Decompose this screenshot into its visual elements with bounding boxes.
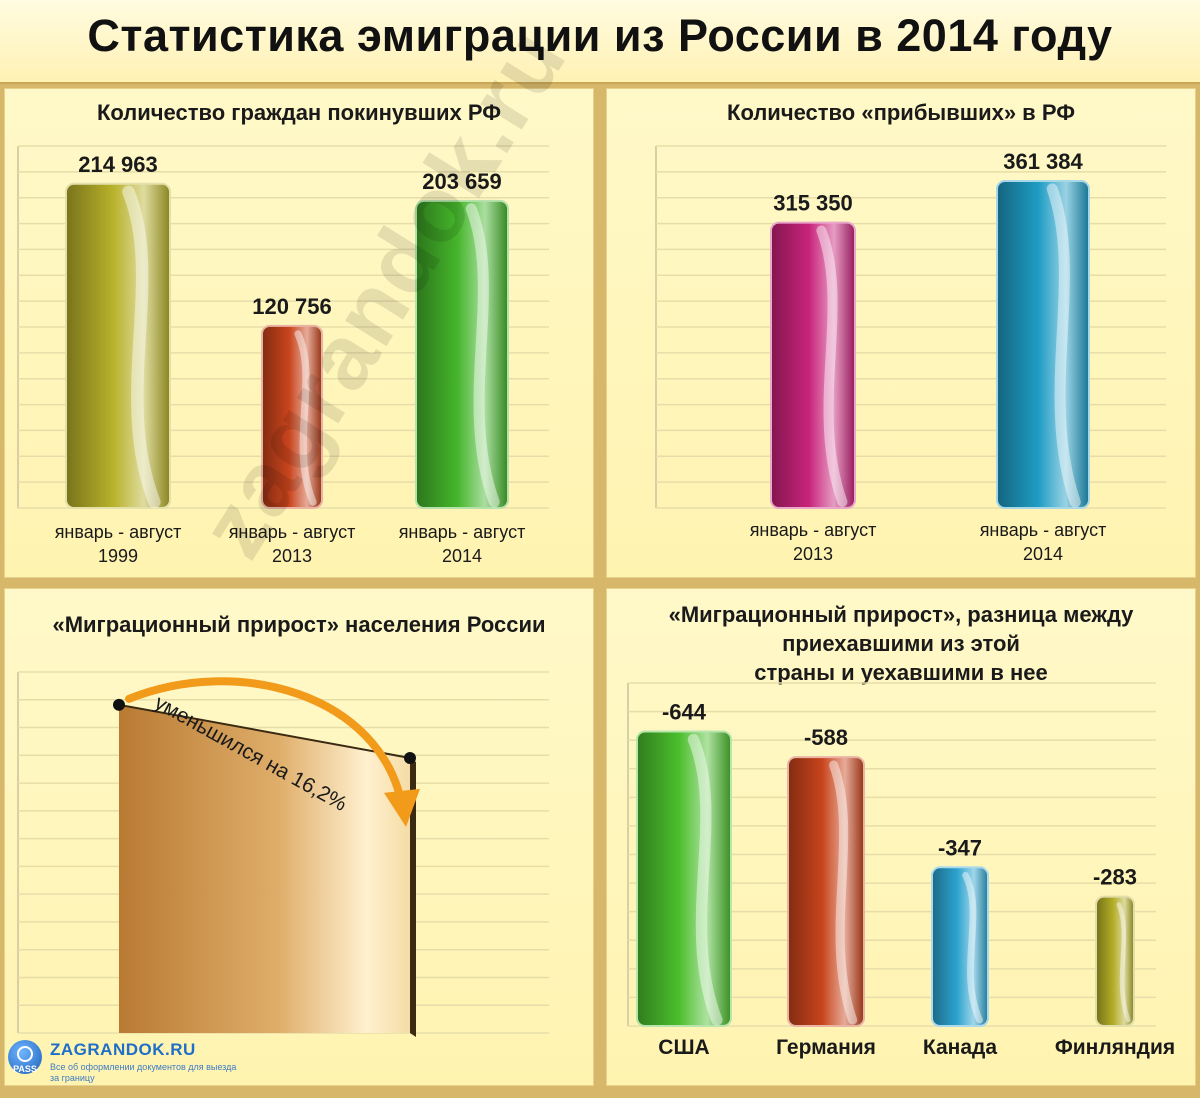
chart-country-balance-title: «Миграционный прирост», разница между пр… bbox=[606, 600, 1196, 687]
bar-highlight bbox=[687, 733, 723, 1026]
chart-emigrants: 214 963 январь - август 1999 120 756 январь … bbox=[17, 145, 549, 566]
data-label: -283 bbox=[1093, 865, 1137, 890]
category-label: 2014 bbox=[1023, 544, 1063, 564]
data-label: -347 bbox=[938, 835, 982, 860]
chart-arrivals-panel: Количество «прибывших» в РФ 315 350 январ… bbox=[606, 88, 1196, 578]
data-label: -588 bbox=[804, 725, 848, 750]
area-top-line bbox=[118, 703, 411, 759]
category-label: Канада bbox=[923, 1036, 997, 1059]
chart-country-balance: -644 США -588 Германия -347 Канада -283 Финлянд… bbox=[627, 682, 1175, 1059]
bar bbox=[261, 324, 323, 509]
category-label: 2013 bbox=[793, 544, 833, 564]
chart-country-balance-panel: «Миграционный прирост», разница между пр… bbox=[606, 588, 1196, 1086]
data-label: -644 bbox=[662, 699, 707, 724]
chart-arrivals: 315 350 январь - август 2013 361 384 январь … bbox=[655, 145, 1166, 564]
category-label: 2013 bbox=[272, 546, 312, 566]
category-label: 2014 bbox=[442, 546, 482, 566]
category-label: январь - август bbox=[229, 522, 356, 542]
chart-migration-growth-title: «Миграционный прирост» населения России bbox=[52, 612, 546, 637]
data-label: 120 756 bbox=[252, 294, 332, 319]
data-label: 361 384 bbox=[1003, 149, 1083, 174]
data-point bbox=[113, 698, 125, 711]
bar bbox=[636, 730, 732, 1028]
logo-name: ZAGRANDOK.RU bbox=[50, 1040, 196, 1059]
chart-emigrants-title: Количество граждан покинувших РФ bbox=[96, 100, 502, 125]
bar-highlight bbox=[294, 330, 317, 506]
site-logo[interactable]: PASS ZAGRANDOK.RU Все об оформлении доку… bbox=[4, 1036, 244, 1086]
category-label: Германия bbox=[776, 1036, 876, 1059]
bar bbox=[1095, 895, 1135, 1028]
decline-arrow-icon bbox=[125, 677, 406, 809]
bar bbox=[996, 179, 1090, 509]
bar-highlight bbox=[122, 185, 161, 509]
category-label: США bbox=[658, 1036, 709, 1059]
category-label: Финляндия bbox=[1055, 1036, 1175, 1059]
bar bbox=[415, 199, 509, 510]
chart-country-balance-title-line: страны и уехавшими в нее bbox=[754, 660, 1048, 685]
data-point bbox=[404, 751, 416, 764]
data-label: 214 963 bbox=[78, 152, 158, 177]
category-label: январь - август bbox=[980, 520, 1107, 540]
passport-globe-icon: PASS bbox=[8, 1040, 42, 1074]
area-fill bbox=[119, 704, 410, 1033]
category-label: январь - август bbox=[750, 520, 877, 540]
arrow-head-icon bbox=[384, 788, 420, 827]
bar-highlight bbox=[465, 203, 500, 508]
bar-highlight bbox=[829, 760, 858, 1025]
page-title: Статистика эмиграции из России в 2014 го… bbox=[87, 10, 1113, 61]
bar-highlight bbox=[1116, 902, 1131, 1023]
bar bbox=[770, 221, 856, 509]
data-label: 203 659 bbox=[422, 169, 502, 194]
bar-highlight bbox=[962, 871, 983, 1024]
bar bbox=[787, 756, 865, 1027]
bar-highlight bbox=[816, 225, 848, 508]
title-bar: Статистика эмиграции из России в 2014 го… bbox=[0, 0, 1200, 84]
chart-migration-growth-panel: «Миграционный прирост» населения России … bbox=[4, 588, 594, 1086]
data-label: 315 350 bbox=[773, 191, 853, 216]
area-edge bbox=[410, 757, 416, 1037]
chart-country-balance-title-line: «Миграционный прирост», разница между bbox=[668, 602, 1134, 627]
chart-arrivals-title: Количество «прибывших» в РФ bbox=[727, 100, 1075, 125]
bar bbox=[65, 182, 171, 510]
chart-emigrants-panel: Количество граждан покинувших РФ 214 963… bbox=[4, 88, 594, 578]
chart-country-balance-title-line: приехавшими из этой bbox=[782, 631, 1020, 656]
chart-migration-growth: уменьшился на 16,2% bbox=[17, 671, 549, 1037]
category-label: 1999 bbox=[98, 546, 138, 566]
logo-tagline: Все об оформлении документов для выезда … bbox=[50, 1062, 237, 1083]
bar-highlight bbox=[1046, 183, 1081, 508]
category-label: январь - август bbox=[55, 522, 182, 542]
category-label: январь - август bbox=[399, 522, 526, 542]
bar bbox=[931, 866, 989, 1027]
